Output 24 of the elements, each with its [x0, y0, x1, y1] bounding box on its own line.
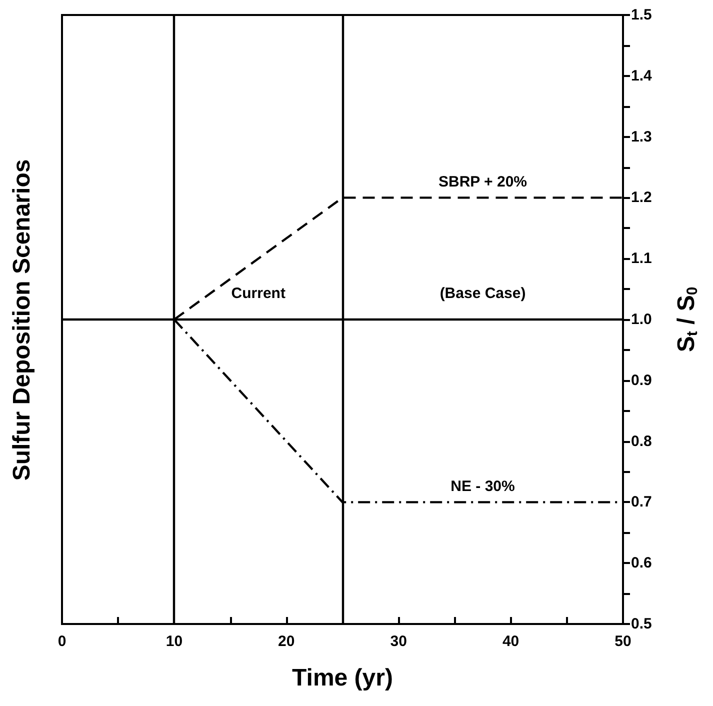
text: Sulfur Deposition Scenarios: [8, 159, 36, 481]
x-tick-label: 20: [278, 633, 295, 650]
y-tick-label: 0.7: [631, 494, 652, 511]
x-tick-label: 30: [390, 633, 407, 650]
x-tick-label: 10: [166, 633, 183, 650]
y-tick-label: 1.1: [631, 250, 652, 268]
y-tick-label: 0.9: [631, 372, 652, 389]
annotation: (Base Case): [440, 285, 526, 302]
annotation: Current: [231, 285, 286, 302]
series-label: NE - 30%: [450, 478, 515, 496]
x-tick-label: 50: [614, 633, 632, 650]
y-tick-label: 1.0: [631, 311, 652, 328]
x-axis-title: Time (yr): [292, 664, 393, 692]
y-tick-label: 0.5: [631, 616, 652, 632]
x-tick-label: 0: [58, 633, 66, 650]
x-tick-label: 40: [502, 633, 520, 650]
y-tick-label: 1.5: [631, 6, 652, 24]
y-tick-label: 0.6: [631, 554, 652, 572]
series-label: SBRP + 20%: [438, 174, 528, 191]
y-axis-title: St / S0: [673, 286, 701, 352]
y-tick-label: 1.2: [631, 189, 652, 206]
y-tick-label: 1.3: [631, 128, 652, 146]
y-tick-label: 0.8: [631, 432, 652, 450]
y-tick-label: 1.4: [631, 67, 653, 84]
